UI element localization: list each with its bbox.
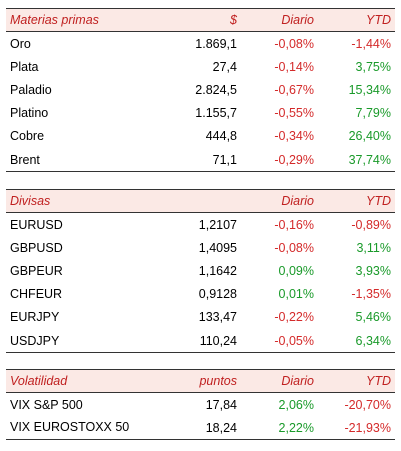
currencies-table: Divisas Diario YTD EURUSD 1,2107 -0,16% -0,… [6, 189, 395, 354]
daily-change: -0,08% [274, 36, 314, 51]
instrument-name: VIX EUROSTOXX 50 [6, 416, 156, 441]
daily-change: 0,01% [278, 287, 314, 302]
table-row: Platino 1.155,7 -0,55% 7,79% [6, 102, 395, 125]
price-value: 2.824,5 [195, 82, 237, 97]
price-value: 1,4095 [198, 240, 237, 255]
instrument-name: Cobre [10, 129, 45, 144]
instrument-name: GBPEUR [10, 263, 63, 278]
table-row: VIX S&P 500 17,84 2,06% -20,70% [6, 393, 395, 417]
ytd-change: 3,75% [355, 59, 391, 74]
ytd-change: 7,79% [355, 106, 391, 121]
ytd-change: 26,40% [348, 129, 391, 144]
commodities-table: Materias primas $ Diario YTD Oro 1.869,1 -… [6, 8, 395, 173]
price-value: 1.869,1 [195, 36, 237, 51]
instrument-name: VIX S&P 500 [10, 397, 83, 412]
daily-change: -0,08% [274, 240, 314, 255]
price-value: 1,2107 [198, 217, 237, 232]
ytd-change: 3,93% [355, 263, 391, 278]
daily-change: -0,34% [274, 129, 314, 144]
header-ytd: YTD [318, 189, 395, 213]
header-daily: Diario [241, 189, 318, 213]
daily-change: 2,22% [241, 416, 318, 441]
table-header: Materias primas $ Diario YTD [6, 8, 395, 32]
currencies-rows: EURUSD 1,2107 -0,16% -0,89% GBPUSD 1,4095 -0,0… [6, 213, 395, 354]
commodities-rows: Oro 1.869,1 -0,08% -1,44% Plata 27,4 -0,14% 3,7… [6, 32, 395, 173]
table-row: EURJPY 133,47 -0,22% 5,46% [6, 306, 395, 329]
daily-change: -0,16% [274, 217, 314, 232]
table-row: Oro 1.869,1 -0,08% -1,44% [6, 32, 395, 56]
instrument-name: USDJPY [6, 328, 156, 354]
table-row: VIX EUROSTOXX 50 18,24 2,22% -21,93% [6, 416, 395, 441]
ytd-change: -21,93% [318, 416, 395, 441]
table-row: GBPEUR 1,1642 0,09% 3,93% [6, 259, 395, 282]
header-price: $ [156, 8, 241, 32]
table-header: Divisas Diario YTD [6, 189, 395, 213]
daily-change: -0,22% [274, 310, 314, 325]
daily-change: -0,14% [274, 59, 314, 74]
instrument-name: Plata [10, 59, 39, 74]
daily-change: -0,67% [274, 82, 314, 97]
ytd-change: -20,70% [344, 397, 391, 412]
ytd-change: -0,89% [351, 217, 391, 232]
ytd-change: -1,44% [351, 36, 391, 51]
daily-change: -0,29% [241, 147, 318, 173]
header-daily: Diario [241, 369, 318, 393]
price-value: 17,84 [205, 397, 237, 412]
instrument-name: Paladio [10, 82, 52, 97]
instrument-name: EURJPY [10, 310, 60, 325]
header-price: puntos [156, 369, 241, 393]
header-ytd: YTD [318, 8, 395, 32]
daily-change: 2,06% [278, 397, 314, 412]
instrument-name: CHFEUR [10, 287, 63, 302]
ytd-change: 37,74% [318, 147, 395, 173]
table-row: Plata 27,4 -0,14% 3,75% [6, 55, 395, 78]
ytd-change: -1,35% [351, 287, 391, 302]
price-value: 27,4 [212, 59, 237, 74]
table-row: Paladio 2.824,5 -0,67% 15,34% [6, 78, 395, 101]
instrument-name: Platino [10, 106, 49, 121]
instrument-name: Brent [6, 147, 156, 173]
table-header: Volatilidad puntos Diario YTD [6, 369, 395, 393]
price-value: 71,1 [156, 147, 241, 173]
table-row: Cobre 444,8 -0,34% 26,40% [6, 125, 395, 148]
table-row: Brent 71,1 -0,29% 37,74% [6, 147, 395, 173]
ytd-change: 6,34% [318, 328, 395, 354]
table-row: GBPUSD 1,4095 -0,08% 3,11% [6, 236, 395, 259]
table-row: USDJPY 110,24 -0,05% 6,34% [6, 328, 395, 354]
table-row: CHFEUR 0,9128 0,01% -1,35% [6, 283, 395, 306]
header-name: Volatilidad [6, 369, 156, 393]
price-value: 0,9128 [198, 287, 237, 302]
price-value: 18,24 [156, 416, 241, 441]
instrument-name: EURUSD [10, 217, 63, 232]
header-daily: Diario [241, 8, 318, 32]
price-value: 1,1642 [198, 263, 237, 278]
volatility-table: Volatilidad puntos Diario YTD VIX S&P 50… [6, 369, 395, 441]
price-value: 133,47 [198, 310, 237, 325]
header-name: Materias primas [6, 8, 156, 32]
price-value: 110,24 [156, 328, 241, 354]
header-name: Divisas [6, 189, 156, 213]
ytd-change: 3,11% [356, 240, 391, 255]
volatility-rows: VIX S&P 500 17,84 2,06% -20,70% VIX EUROSTOX… [6, 393, 395, 441]
header-price [156, 189, 241, 213]
ytd-change: 5,46% [355, 310, 391, 325]
header-ytd: YTD [318, 369, 395, 393]
table-row: EURUSD 1,2107 -0,16% -0,89% [6, 213, 395, 237]
instrument-name: GBPUSD [10, 240, 63, 255]
price-value: 444,8 [205, 129, 237, 144]
daily-change: -0,05% [241, 328, 318, 354]
ytd-change: 15,34% [348, 82, 391, 97]
daily-change: -0,55% [274, 106, 314, 121]
instrument-name: Oro [10, 36, 31, 51]
price-value: 1.155,7 [195, 106, 237, 121]
daily-change: 0,09% [278, 263, 314, 278]
